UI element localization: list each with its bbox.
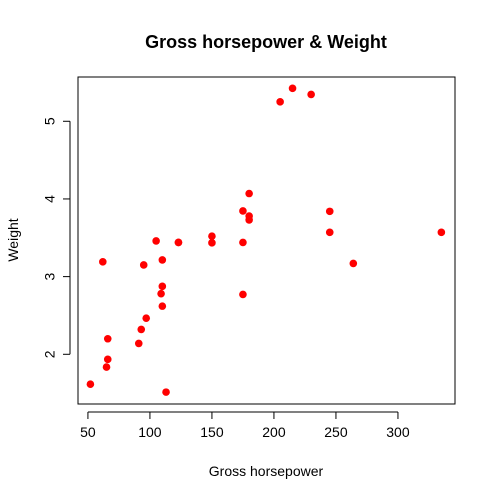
data-point [158, 302, 167, 310]
data-point [103, 334, 112, 343]
plot-area-frame [77, 76, 456, 405]
data-points [86, 84, 446, 396]
data-point [99, 258, 107, 266]
data-point [307, 90, 315, 99]
y-axis-label: Weight [5, 218, 21, 261]
y-tick-label: 2 [42, 350, 58, 358]
x-tick-label: 200 [262, 424, 286, 440]
data-point [86, 380, 95, 388]
data-point [239, 238, 247, 247]
x-axis-label: Gross horsepower [209, 463, 324, 479]
chart-title: Gross horsepower & Weight [145, 32, 387, 52]
data-point [134, 339, 143, 348]
y-tick-label: 3 [42, 273, 58, 281]
x-tick-label: 100 [138, 424, 162, 440]
data-point [208, 232, 216, 241]
data-point [208, 239, 216, 247]
data-point [157, 289, 165, 298]
data-point [162, 388, 170, 396]
x-axis: 50 100 150 200 250 300 [80, 411, 410, 440]
data-point [152, 237, 160, 245]
data-point [139, 261, 148, 269]
data-point [103, 355, 112, 364]
x-tick-label: 250 [324, 424, 348, 440]
x-tick-label: 50 [80, 424, 96, 440]
data-point [349, 259, 358, 268]
data-point [245, 189, 253, 198]
data-point [239, 290, 247, 299]
data-point [137, 325, 146, 334]
data-point [437, 228, 446, 237]
data-point [276, 98, 284, 106]
y-axis: 2 3 4 5 [42, 117, 71, 358]
data-point [245, 212, 253, 220]
data-point [158, 282, 167, 291]
y-tick-label: 4 [42, 195, 58, 203]
x-tick-label: 150 [200, 424, 224, 440]
data-point [174, 238, 183, 247]
x-tick-label: 300 [386, 424, 410, 440]
data-point [239, 207, 247, 215]
data-point [325, 228, 334, 237]
data-point [102, 363, 111, 371]
y-tick-label: 5 [42, 117, 58, 125]
data-point [325, 207, 334, 216]
data-point [158, 256, 167, 264]
data-point [288, 84, 297, 93]
data-point [142, 314, 151, 322]
